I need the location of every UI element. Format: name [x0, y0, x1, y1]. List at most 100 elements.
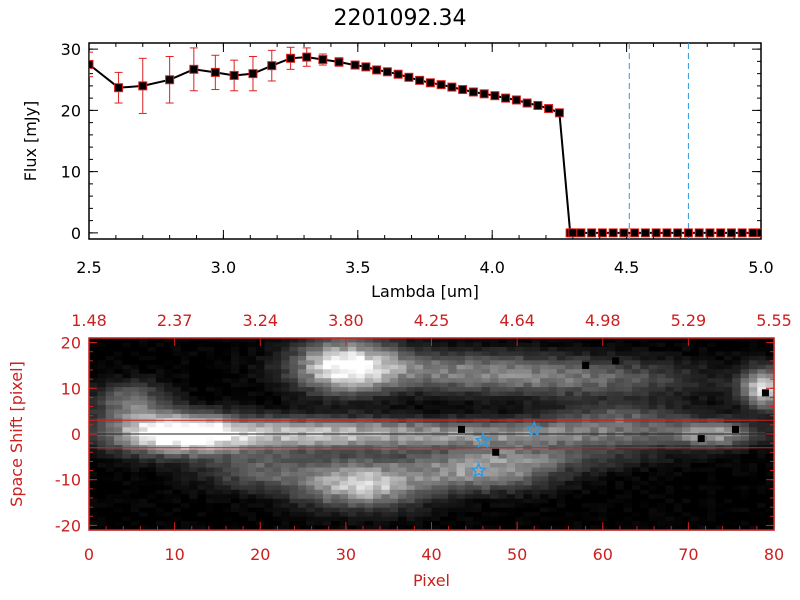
- heatmap-cell: [707, 440, 717, 446]
- heatmap-cell: [122, 342, 132, 348]
- heatmap-cell: [498, 512, 508, 518]
- heatmap-cell: [406, 521, 416, 527]
- heatmap-cell: [247, 400, 257, 406]
- heatmap-cell: [155, 342, 165, 348]
- heatmap-cell: [673, 391, 683, 397]
- heatmap-cell: [97, 471, 107, 478]
- heatmap-cell: [364, 427, 374, 433]
- heatmap-cell: [189, 346, 199, 352]
- heatmap-cell: [414, 409, 424, 415]
- heatmap-cell: [631, 382, 641, 388]
- heatmap-cell: [381, 422, 391, 428]
- heatmap-cell: [523, 436, 533, 442]
- heatmap-cell: [114, 409, 124, 415]
- heatmap-cell: [398, 449, 408, 455]
- heatmap-cell: [531, 404, 541, 411]
- heatmap-cell: [606, 512, 616, 518]
- heatmap-cell: [665, 507, 675, 513]
- heatmap-cell: [398, 413, 408, 419]
- heatmap-cell: [606, 351, 616, 357]
- heatmap-cell: [590, 418, 600, 424]
- heatmap-cell: [723, 489, 733, 495]
- heatmap-cell: [665, 516, 675, 522]
- heatmap-cell: [765, 418, 775, 424]
- heatmap-cell: [498, 396, 508, 402]
- heatmap-cell: [757, 449, 767, 455]
- heatmap-cell: [122, 369, 132, 375]
- heatmap-cell: [97, 507, 107, 513]
- heatmap-cell: [506, 378, 516, 384]
- heatmap-cell: [481, 454, 491, 460]
- heatmap-cell: [489, 404, 499, 411]
- heatmap-cell: [189, 396, 199, 402]
- heatmap-cell: [498, 400, 508, 406]
- heatmap-cell: [431, 463, 441, 469]
- heatmap-cell: [682, 516, 692, 522]
- heatmap-cell: [406, 346, 416, 352]
- heatmap-cell: [523, 525, 533, 531]
- heatmap-cell: [414, 489, 424, 495]
- heatmap-cell: [364, 378, 374, 384]
- heatmap-cell: [231, 471, 240, 478]
- heatmap-cell: [164, 404, 174, 411]
- heatmap-cell: [406, 342, 416, 348]
- heatmap-cell: [373, 342, 382, 348]
- heatmap-cell: [222, 449, 232, 455]
- heatmap-cell: [222, 454, 232, 460]
- heatmap-cell: [281, 378, 291, 384]
- heatmap-cell: [707, 382, 717, 388]
- heatmap-cell: [657, 503, 666, 509]
- heatmap-cell: [498, 355, 508, 361]
- heatmap-cell: [239, 373, 249, 379]
- heatmap-cell: [289, 382, 299, 388]
- heatmap-cell: [214, 369, 224, 375]
- heatmap-cell: [214, 498, 224, 504]
- heatmap-cell: [623, 396, 633, 402]
- heatmap-cell: [623, 521, 633, 527]
- heatmap-cell: [439, 369, 449, 375]
- heatmap-cell: [347, 449, 357, 455]
- heatmap-cell: [197, 489, 207, 495]
- heatmap-cell: [147, 512, 157, 518]
- heatmap-cell: [757, 507, 767, 513]
- heatmap-cell: [740, 521, 750, 527]
- heatmap-cell: [155, 360, 165, 366]
- heatmap-cell: [690, 413, 700, 419]
- heatmap-cell: [581, 400, 591, 406]
- heatmap-cell: [222, 471, 232, 478]
- heatmap-cell: [89, 422, 98, 428]
- heatmap-cell: [189, 413, 199, 419]
- heatmap-cell: [256, 369, 266, 375]
- heatmap-cell: [665, 373, 675, 379]
- heatmap-cell: [556, 400, 566, 406]
- heatmap-cell: [231, 355, 240, 361]
- heatmap-cell: [740, 471, 750, 478]
- heatmap-cell: [105, 382, 115, 388]
- heatmap-cell: [648, 471, 658, 478]
- heatmap-cell: [481, 360, 491, 366]
- heatmap-cell: [765, 516, 775, 522]
- heatmap-cell: [648, 467, 658, 473]
- heatmap-cell: [139, 503, 149, 509]
- heatmap-cell: [648, 351, 658, 357]
- heatmap-cell: [205, 422, 215, 428]
- heatmap-cell: [231, 521, 240, 527]
- heatmap-cell: [640, 463, 650, 469]
- heatmap-cell: [757, 400, 767, 406]
- heatmap-cell: [180, 485, 190, 491]
- heatmap-cell: [590, 422, 600, 428]
- heatmap-cell: [757, 521, 767, 527]
- heatmap-cell: [356, 485, 366, 491]
- heatmap-cell: [565, 387, 575, 393]
- heatmap-cell: [489, 512, 499, 518]
- heatmap-cell: [180, 489, 190, 495]
- heatmap-cell: [222, 476, 232, 482]
- heatmap-cell: [222, 516, 232, 522]
- heatmap-cell: [581, 355, 591, 361]
- heatmap-cell: [657, 489, 666, 495]
- data-point: [726, 228, 736, 238]
- heatmap-cell: [414, 400, 424, 406]
- heatmap-cell: [389, 525, 399, 531]
- heatmap-cell: [406, 378, 416, 384]
- heatmap-cell: [306, 480, 316, 486]
